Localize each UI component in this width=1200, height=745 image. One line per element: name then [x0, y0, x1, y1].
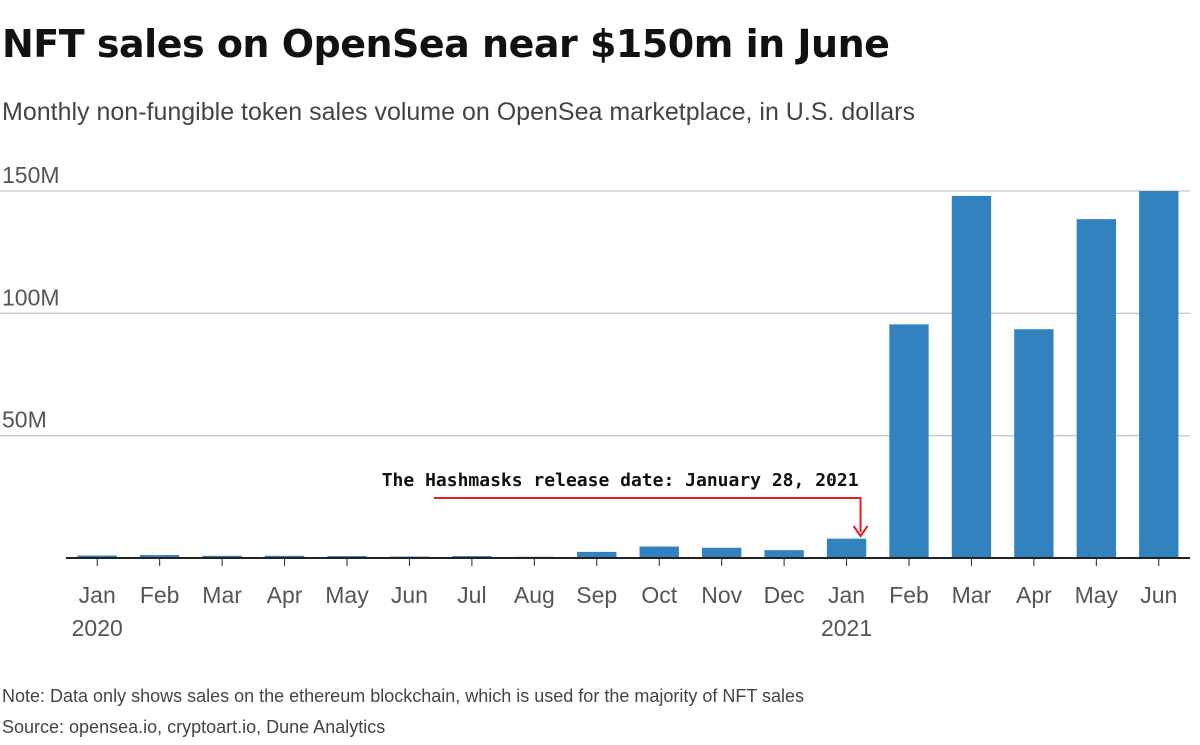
x-tick-label: Jun: [391, 582, 428, 608]
bar: [1076, 219, 1117, 558]
bar: [202, 555, 242, 558]
y-tick-label: 100M: [2, 284, 60, 310]
annotation-label: The Hashmasks release date: January 28, …: [382, 470, 859, 491]
bar: [889, 324, 929, 558]
bar: [1014, 329, 1054, 558]
x-year-label: 2020: [72, 615, 123, 641]
x-tick-label: Jun: [1140, 582, 1177, 608]
bar: [139, 555, 180, 558]
chart-notes: Note: Data only shows sales on the ether…: [2, 681, 804, 743]
bar-chart: 50M 100M 150M Jan 2020 Feb Mar Apr May Jun Jul Aug S…: [0, 162, 1190, 641]
x-tick-label: Aug: [514, 582, 555, 608]
bar: [77, 555, 117, 558]
annotation-arrowhead: [852, 525, 869, 538]
bar: [639, 546, 679, 558]
annotation-leader-line: [434, 497, 862, 532]
chart-subtitle: Monthly non-fungible token sales volume …: [2, 98, 916, 126]
source-text: Source: opensea.io, cryptoart.io, Dune A…: [2, 717, 386, 737]
x-tick-label: Oct: [641, 582, 677, 608]
x-tick-label: Jul: [457, 582, 486, 608]
bar: [951, 195, 992, 558]
note-text: Note: Data only shows sales on the ether…: [2, 686, 805, 706]
x-tick-label: Nov: [701, 582, 742, 608]
bar: [577, 551, 617, 558]
x-tick-label: Mar: [202, 582, 242, 608]
axes: 50M 100M 150M Jan 2020 Feb Mar Apr May Jun Jul Aug S…: [2, 162, 1190, 641]
x-year-label: 2021: [821, 615, 872, 641]
bar: [264, 555, 305, 558]
y-tick-label: 50M: [2, 407, 47, 433]
annotation: The Hashmasks release date: January 28, …: [382, 470, 869, 538]
x-tick-label: Jan: [828, 582, 865, 608]
bar: [764, 550, 804, 558]
x-tick-label: Sep: [576, 582, 617, 608]
x-tick-label: Apr: [267, 582, 303, 608]
x-tick-label: Dec: [764, 582, 805, 608]
bar: [826, 538, 867, 558]
chart-title: NFT sales on OpenSea near $150m in June: [2, 22, 890, 66]
x-tick-label: Apr: [1016, 582, 1052, 608]
bar: [1139, 191, 1179, 558]
x-tick-label: May: [1075, 582, 1119, 608]
gridlines: [0, 190, 1190, 437]
x-tick-label: May: [325, 582, 369, 608]
x-tick-label: Jan: [79, 582, 116, 608]
bars: [77, 191, 1179, 558]
bar: [701, 547, 742, 558]
y-tick-label: 150M: [2, 162, 60, 188]
x-tick-label: Feb: [140, 582, 180, 608]
x-tick-label: Feb: [889, 582, 929, 608]
x-tick-label: Mar: [952, 582, 992, 608]
